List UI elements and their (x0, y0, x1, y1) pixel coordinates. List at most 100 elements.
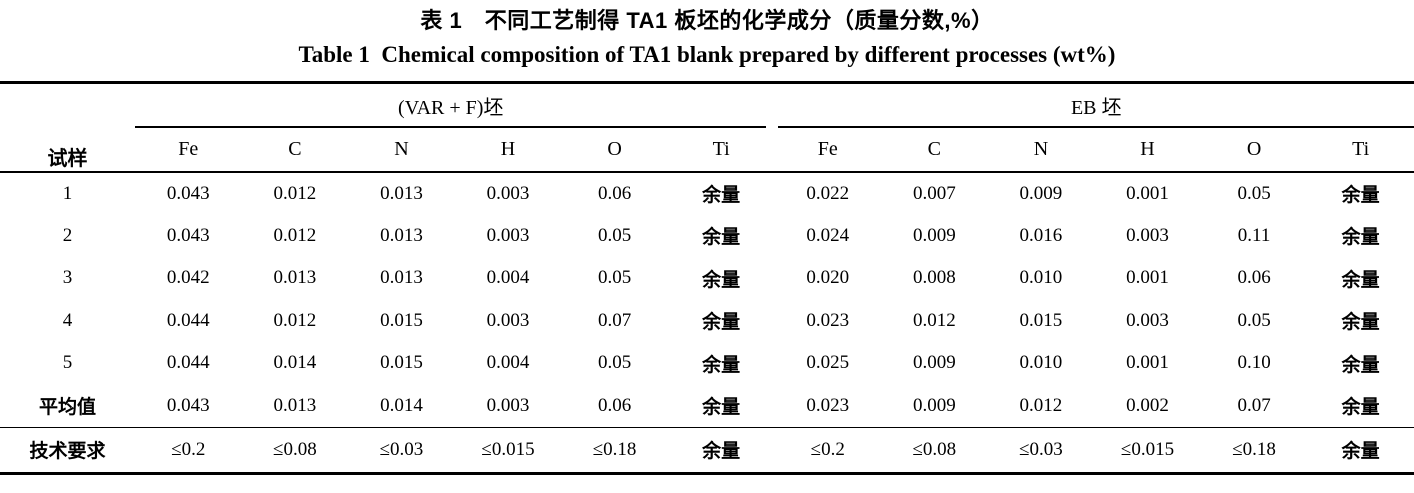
requirement-row: 技术要求 ≤0.2 ≤0.08 ≤0.03 ≤0.015 ≤0.18 余量 ≤0.2 ≤0.08… (0, 426, 1414, 473)
table-cell: 0.013 (380, 267, 423, 289)
column-header-n: N (987, 128, 1095, 173)
group-label-var-f: (VAR + F)坯 (135, 84, 767, 128)
table-cell: ≤0.08 (881, 426, 988, 473)
table-cell: 0.012 (273, 309, 317, 331)
column-header-c: C (881, 128, 988, 173)
table-cell: 余量 (702, 269, 741, 291)
table-cell: 0.07 (1237, 394, 1271, 416)
table-cell: 0.001 (1126, 182, 1169, 204)
row-label: 1 (62, 182, 73, 204)
table-cell: 0.05 (597, 352, 632, 374)
table-cell: 0.012 (912, 309, 956, 331)
table-cell: 0.003 (486, 309, 530, 331)
table-cell: 0.11 (1237, 224, 1271, 246)
column-header-n: N (348, 128, 455, 173)
table-cell: 0.042 (166, 267, 210, 289)
table-cell: 0.044 (166, 352, 210, 374)
table-cell: 0.015 (1019, 309, 1063, 331)
column-header-o: O (561, 128, 668, 173)
element-header-row: Fe C N H O Ti Fe C N H O Ti (0, 128, 1414, 173)
table-cell: 余量 (702, 397, 741, 418)
table-cell: 0.020 (806, 267, 850, 289)
table-cell: 0.043 (166, 224, 210, 246)
table-cell: 0.043 (166, 182, 210, 204)
table-cell: 0.003 (486, 394, 530, 416)
table-cell: ≤0.08 (241, 426, 349, 473)
table-cell: 0.05 (1237, 182, 1271, 204)
row-label: 5 (62, 352, 73, 374)
table-cell: 余量 (1341, 397, 1380, 418)
table-cell: ≤0.2 (774, 426, 882, 473)
table-cell: 0.003 (1126, 309, 1169, 331)
column-header-h: H (454, 128, 562, 173)
table-cell: 0.010 (1019, 267, 1063, 289)
table-cell: 0.022 (806, 182, 850, 204)
group-header-row: 试样 (VAR + F)坯 EB 坯 (0, 82, 1414, 173)
column-header-ti: Ti (667, 128, 775, 173)
table-cell: 余量 (1341, 269, 1380, 291)
table-cell: 0.05 (597, 267, 632, 289)
table-cell: 0.015 (380, 352, 423, 374)
table-cell: 余量 (1341, 354, 1380, 376)
table-cell: ≤0.03 (987, 426, 1095, 473)
table-title-en: Table 1 Chemical composition of TA1 blan… (298, 42, 1116, 67)
table-cell: 余量 (1341, 185, 1380, 207)
table-cell: 0.003 (1126, 224, 1169, 246)
column-header-fe: Fe (774, 128, 882, 173)
table-cell: ≤0.18 (1200, 426, 1308, 473)
table-cell: 0.012 (1019, 394, 1063, 416)
table-cell: 余量 (667, 426, 775, 473)
table-cell: 0.013 (273, 267, 317, 289)
group-header-eb: EB 坯 (774, 83, 1414, 128)
sample-column-header: 试样 (0, 82, 135, 173)
table-cell: 0.06 (597, 182, 632, 204)
row-label: 3 (62, 267, 73, 289)
table-cell: 余量 (702, 312, 741, 334)
table-cell: 0.007 (912, 182, 956, 204)
table-cell: 0.06 (597, 394, 632, 416)
table-row: 5 0.044 0.014 0.015 0.004 0.05 余量 0.025 0.009 0.0… (0, 342, 1414, 385)
group-label-eb: EB 坯 (778, 84, 1414, 128)
table-cell: 0.003 (486, 182, 530, 204)
table-cell: 0.009 (1019, 182, 1063, 204)
table-cell: 0.025 (806, 352, 850, 374)
table-cell: ≤0.015 (454, 426, 562, 473)
table-cell: 0.016 (1019, 224, 1063, 246)
table-cell: 0.023 (806, 394, 850, 416)
table-title-zh: 表 1 不同工艺制得 TA1 板坯的化学成分（质量分数,%） (420, 8, 994, 33)
table-cell: 0.001 (1126, 352, 1169, 374)
table-cell: 0.013 (273, 394, 317, 416)
table-cell: 0.003 (486, 224, 530, 246)
table-cell: 0.014 (273, 352, 317, 374)
group-header-var-f: (VAR + F)坯 (135, 83, 774, 128)
table-row: 4 0.044 0.012 0.015 0.003 0.07 余量 0.023 0.012 0.0… (0, 300, 1414, 343)
composition-table: 试样 (VAR + F)坯 EB 坯 Fe C N H O Ti Fe C N … (0, 81, 1414, 475)
table-cell: 余量 (1341, 227, 1380, 249)
table-cell: 余量 (1341, 312, 1380, 334)
table-cell: 0.004 (486, 267, 530, 289)
column-header-ti: Ti (1307, 128, 1414, 173)
table-cell: ≤0.03 (348, 426, 455, 473)
table-cell: 0.009 (912, 352, 956, 374)
column-header-fe: Fe (135, 128, 242, 173)
table-cell: 余量 (702, 227, 741, 249)
table-cell: 0.023 (806, 309, 850, 331)
table-cell: 0.024 (806, 224, 850, 246)
table-header: 试样 (VAR + F)坯 EB 坯 Fe C N H O Ti Fe C N … (0, 82, 1414, 173)
table-cell: 0.043 (166, 394, 210, 416)
table-cell: 0.010 (1019, 352, 1063, 374)
table-cell: 0.10 (1237, 352, 1271, 374)
table-cell: 0.001 (1126, 267, 1169, 289)
table-cell: 0.05 (597, 224, 632, 246)
table-cell: 0.015 (380, 309, 423, 331)
table-cell: 0.06 (1237, 267, 1271, 289)
table-body: 1 0.043 0.012 0.013 0.003 0.06 余量 0.022 0.007 0.0… (0, 172, 1414, 473)
row-label: 2 (62, 224, 73, 246)
table-cell: 0.013 (380, 182, 423, 204)
table-cell: 余量 (702, 354, 741, 376)
table-cell: 0.05 (1237, 309, 1271, 331)
table-cell: 0.008 (912, 267, 956, 289)
table-cell: 0.009 (912, 394, 956, 416)
table-cell: 余量 (1307, 426, 1414, 473)
